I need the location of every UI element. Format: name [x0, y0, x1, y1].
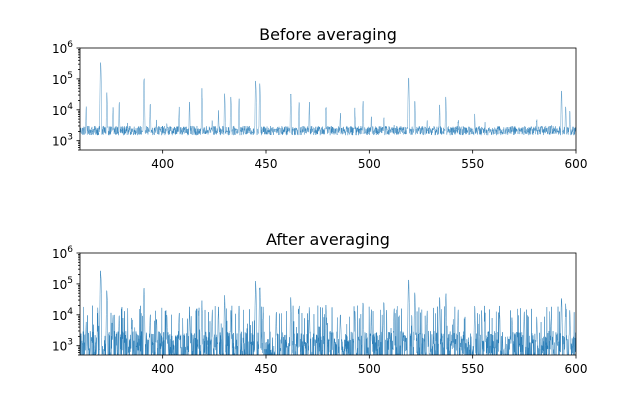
axes-frame [79, 252, 577, 356]
y-tick-label: 105 [52, 276, 73, 292]
x-tick-label: 550 [461, 362, 484, 376]
series-line [80, 270, 576, 355]
x-tick-label: 400 [151, 362, 174, 376]
y-tick-label: 103 [52, 133, 73, 149]
x-tick-label: 500 [358, 157, 381, 171]
x-tick-label: 500 [358, 362, 381, 376]
y-tick-label: 105 [52, 71, 73, 87]
x-tick-label: 600 [565, 157, 588, 171]
y-tick-label: 104 [52, 307, 73, 323]
series-line [80, 62, 576, 136]
y-tick-label: 106 [52, 245, 73, 261]
chart-after-averaging: After averaging 400 450 500 550 600 103 104 105 1… [52, 230, 587, 376]
axes-frame [79, 47, 577, 151]
x-tick-label: 450 [255, 157, 278, 171]
x-tick-label: 450 [255, 362, 278, 376]
y-tick-label: 103 [52, 338, 73, 354]
x-tick-label: 600 [565, 362, 588, 376]
chart-title: After averaging [266, 230, 390, 249]
chart-before-averaging: Before averaging 400 450 500 550 600 103 104 105… [52, 25, 587, 171]
y-tick-label: 106 [52, 40, 73, 56]
x-tick-label: 550 [461, 157, 484, 171]
y-tick-label: 104 [52, 102, 73, 118]
x-tick-label: 400 [151, 157, 174, 171]
chart-title: Before averaging [259, 25, 397, 44]
